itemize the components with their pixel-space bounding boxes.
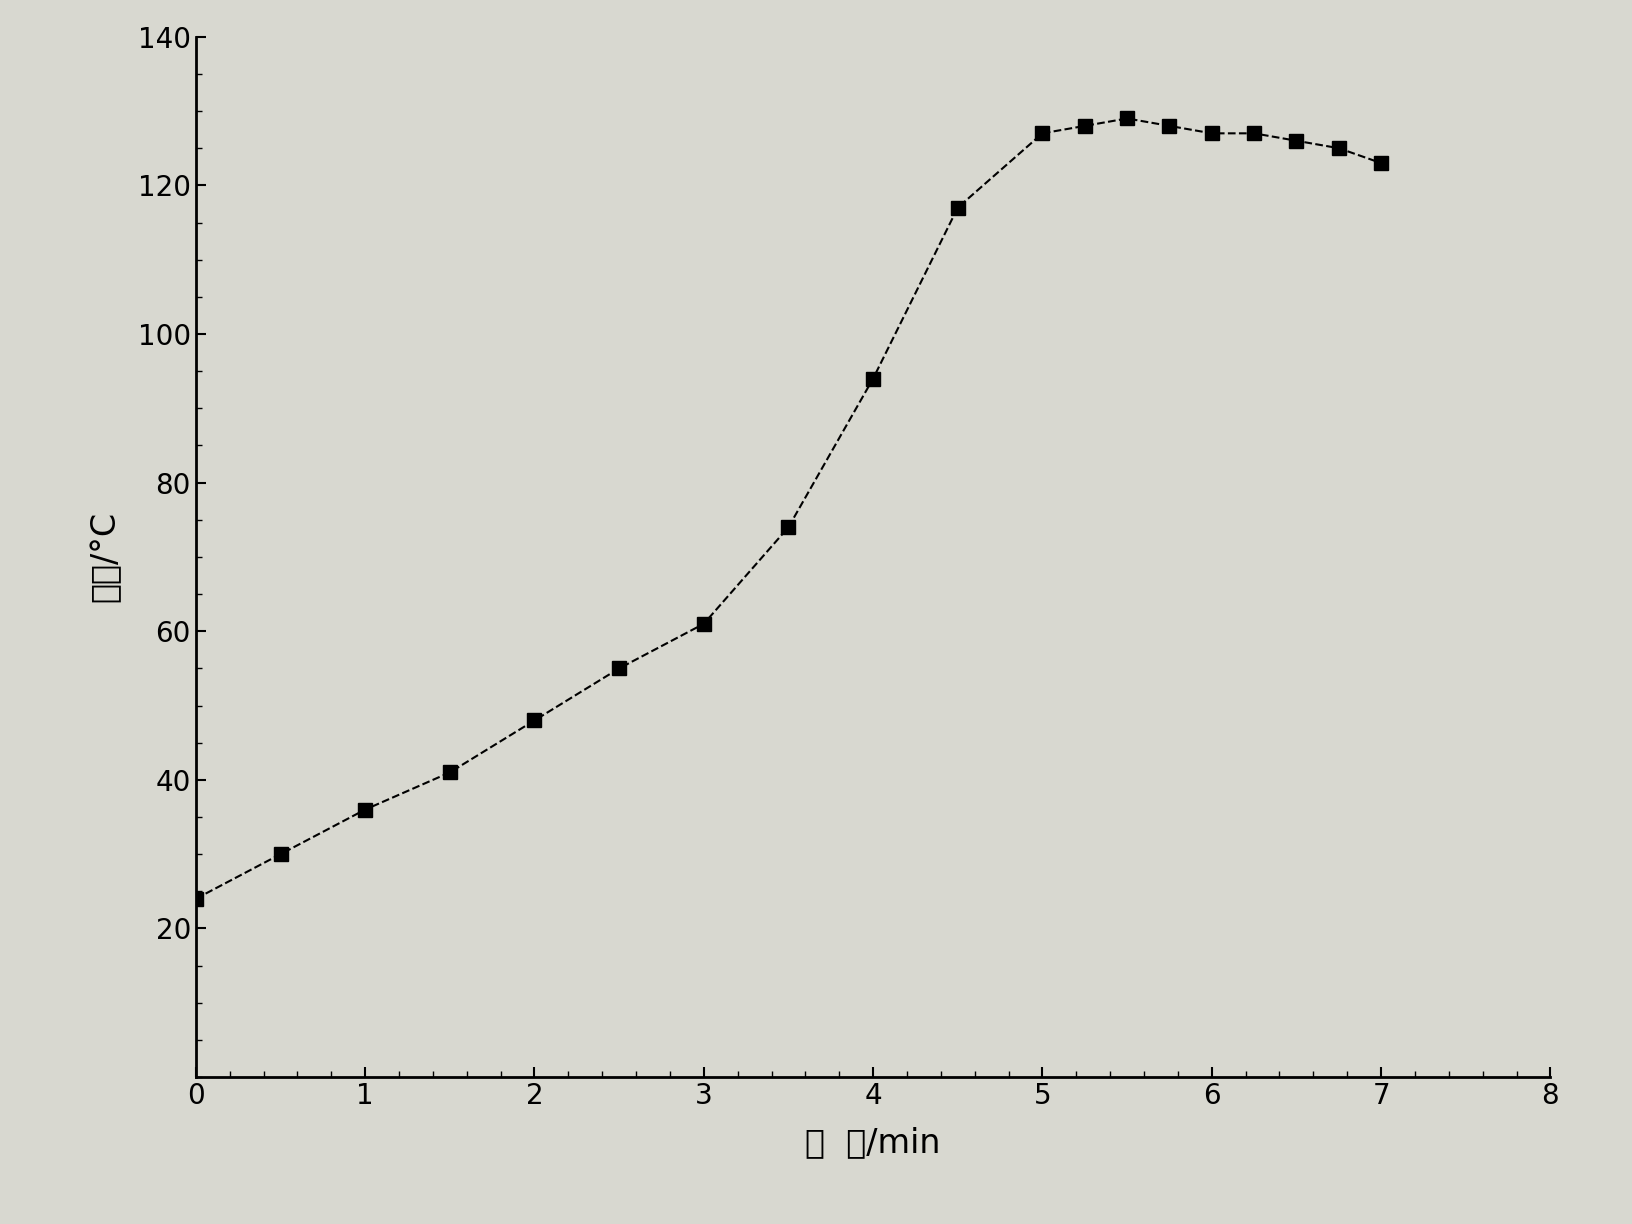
Y-axis label: 温度/°C: 温度/°C [88, 512, 121, 602]
X-axis label: 时  间/min: 时 间/min [805, 1126, 942, 1159]
